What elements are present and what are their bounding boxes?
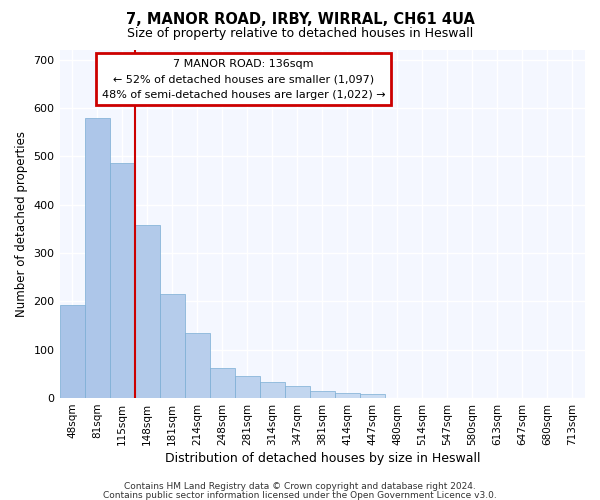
Bar [285, 386, 310, 398]
Bar [235, 376, 260, 398]
Text: 7 MANOR ROAD: 136sqm
← 52% of detached houses are smaller (1,097)
48% of semi-de: 7 MANOR ROAD: 136sqm ← 52% of detached h… [101, 58, 385, 100]
Bar [59, 306, 85, 398]
Bar [110, 162, 134, 398]
Bar [209, 368, 235, 398]
Bar [335, 393, 360, 398]
Bar [160, 294, 185, 398]
Bar [360, 394, 385, 398]
Text: Contains public sector information licensed under the Open Government Licence v3: Contains public sector information licen… [103, 490, 497, 500]
Bar [85, 118, 110, 398]
Bar [185, 333, 209, 398]
Bar [310, 391, 335, 398]
Y-axis label: Number of detached properties: Number of detached properties [15, 131, 28, 317]
Text: 7, MANOR ROAD, IRBY, WIRRAL, CH61 4UA: 7, MANOR ROAD, IRBY, WIRRAL, CH61 4UA [125, 12, 475, 28]
Bar [260, 382, 285, 398]
Text: Size of property relative to detached houses in Heswall: Size of property relative to detached ho… [127, 28, 473, 40]
X-axis label: Distribution of detached houses by size in Heswall: Distribution of detached houses by size … [164, 452, 480, 465]
Bar [134, 226, 160, 398]
Text: Contains HM Land Registry data © Crown copyright and database right 2024.: Contains HM Land Registry data © Crown c… [124, 482, 476, 491]
